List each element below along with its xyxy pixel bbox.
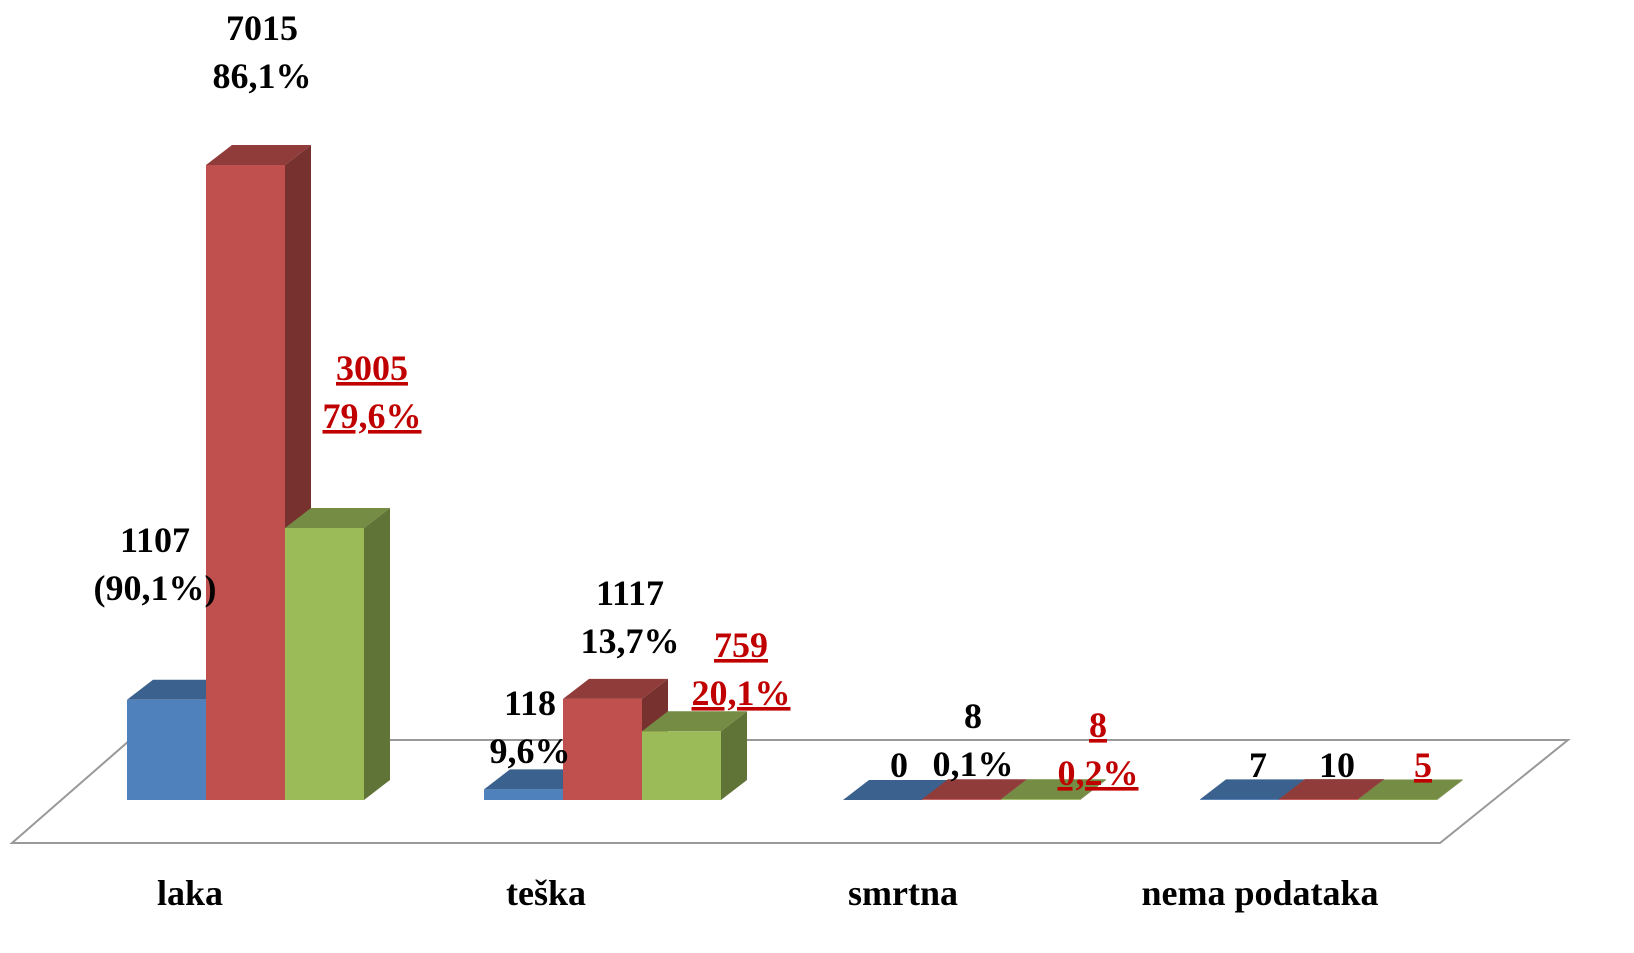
bar-front xyxy=(285,527,364,800)
bar-front xyxy=(563,698,642,800)
data-label: 0 xyxy=(890,745,908,785)
bar xyxy=(1001,779,1106,800)
bar-top xyxy=(1279,779,1384,800)
data-label: 1107 xyxy=(120,520,190,560)
data-label: 79,6% xyxy=(323,396,422,436)
bar-top xyxy=(642,711,747,732)
bar-side xyxy=(1080,779,1106,800)
bar-front xyxy=(642,731,721,800)
data-label: 20,1% xyxy=(692,673,791,713)
x-tick-label: smrtna xyxy=(848,873,958,913)
data-label: 1117 xyxy=(596,573,664,613)
data-label: 0,2% xyxy=(1058,753,1139,793)
bar-front xyxy=(484,789,563,800)
bar-top xyxy=(1001,779,1106,800)
bar xyxy=(1358,779,1463,800)
bar-side xyxy=(721,711,747,800)
bar-front xyxy=(1001,799,1080,800)
bar-top xyxy=(922,779,1027,800)
bar-top xyxy=(1358,779,1463,800)
data-label: 759 xyxy=(714,625,768,665)
bar-front xyxy=(127,699,206,800)
x-tick-label: teška xyxy=(506,873,586,913)
bar xyxy=(642,711,747,800)
floor xyxy=(9,739,1571,844)
bar xyxy=(843,780,948,800)
data-label: 13,7% xyxy=(581,621,680,661)
bar-front xyxy=(206,165,285,800)
x-tick-label: laka xyxy=(157,873,223,913)
bar-top xyxy=(484,769,589,790)
bar-top xyxy=(563,678,668,699)
data-label: 118 xyxy=(504,683,556,723)
bar-front xyxy=(922,799,1001,800)
bar-top xyxy=(285,507,390,528)
bar-top xyxy=(206,145,311,165)
data-label: 0,1% xyxy=(933,744,1014,784)
bar-front xyxy=(1279,799,1358,800)
data-label: 7 xyxy=(1249,745,1267,785)
bar xyxy=(285,507,390,800)
x-tick-label: nema podataka xyxy=(1141,873,1378,913)
data-label: 3005 xyxy=(336,348,408,388)
bar-top xyxy=(1200,779,1305,800)
bar-side xyxy=(364,507,390,800)
data-label: 7015 xyxy=(226,8,298,48)
data-label: (90,1%) xyxy=(94,568,217,608)
data-label: 10 xyxy=(1319,745,1355,785)
bar-side xyxy=(1437,779,1463,800)
data-label: 8 xyxy=(1089,705,1107,745)
bar-front xyxy=(1200,799,1279,800)
data-label: 9,6% xyxy=(490,731,571,771)
data-label: 5 xyxy=(1414,745,1432,785)
data-label: 86,1% xyxy=(213,56,312,96)
bar-top xyxy=(843,780,948,800)
data-label: 8 xyxy=(964,696,982,736)
bar-top xyxy=(127,679,232,700)
